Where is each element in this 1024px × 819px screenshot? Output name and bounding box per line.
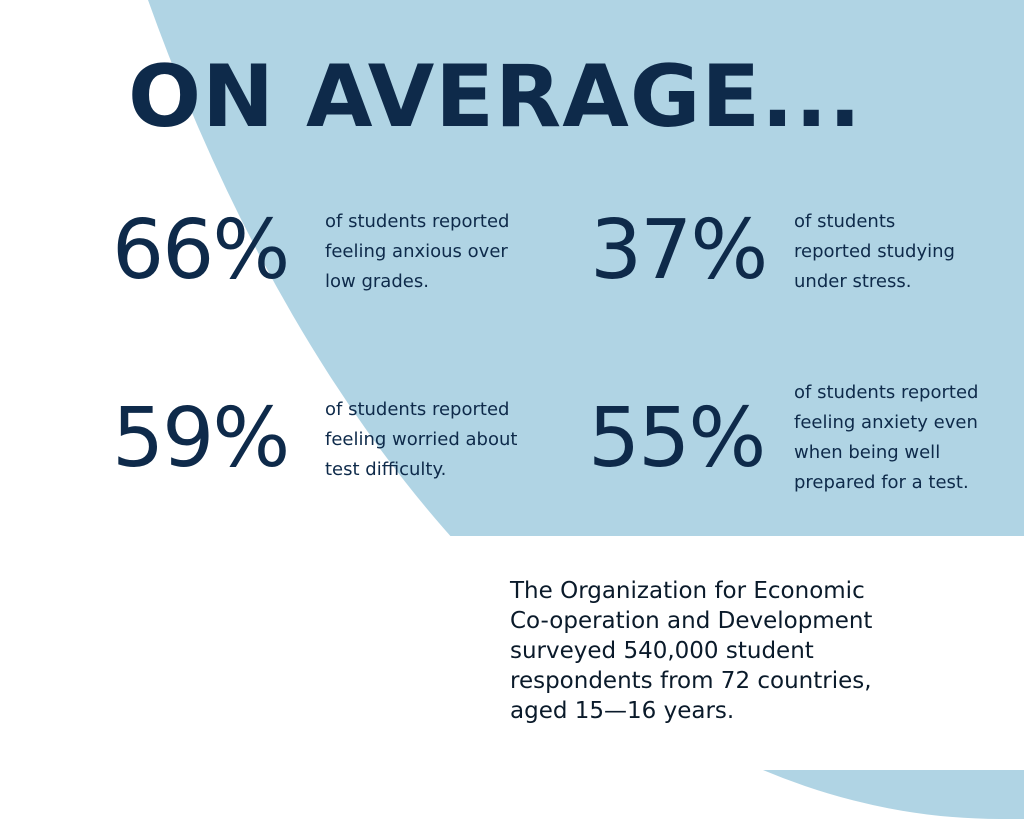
stat-description: of students reported feeling anxious ove… [325, 207, 509, 297]
stat-value: 59% [112, 391, 290, 486]
stat-description-line: reported studying [794, 241, 955, 262]
source-note-line: surveyed 540,000 student [510, 638, 814, 664]
stat-block-studying-stress: 37% of students reported studying under … [590, 203, 955, 298]
stat-description-line: under stress. [794, 271, 912, 292]
source-note-card: The Organization for Economic Co-operati… [446, 536, 1024, 770]
page-title: ON AVERAGE... [128, 47, 863, 147]
stat-block-test-difficulty: 59% of students reported feeling worried… [112, 391, 517, 486]
stat-value: 66% [112, 203, 290, 298]
stat-description-line: when being well [794, 442, 941, 463]
source-note-line: aged 15—16 years. [510, 698, 735, 724]
source-note-line: Co-operation and Development [510, 608, 873, 634]
stat-description-line: of students reported [794, 382, 979, 403]
stat-value: 55% [588, 391, 766, 486]
stat-description-line: of students [794, 211, 896, 232]
stat-description-line: feeling anxious over [325, 241, 508, 262]
stat-description: of students reported feeling worried abo… [325, 395, 517, 485]
stat-value: 37% [590, 203, 768, 298]
stat-description: of students reported studying under stre… [794, 207, 955, 297]
stat-description-line: test difficulty. [325, 459, 447, 480]
stat-description-line: of students reported [325, 211, 510, 232]
stat-description-line: low grades. [325, 271, 429, 292]
stat-block-anxiety-prepared: 55% of students reported feeling anxiety… [588, 382, 978, 493]
stat-description-line: feeling anxiety even [794, 412, 978, 433]
source-note-line: The Organization for Economic [510, 578, 865, 604]
stat-block-anxious-grades: 66% of students reported feeling anxious… [112, 203, 509, 298]
stat-description-line: feeling worried about [325, 429, 518, 450]
stat-description-line: of students reported [325, 399, 510, 420]
stat-description: of students reported feeling anxiety eve… [794, 378, 978, 498]
source-note-line: respondents from 72 countries, [510, 668, 872, 694]
source-note-text: The Organization for Economic Co-operati… [510, 576, 872, 726]
stat-description-line: prepared for a test. [794, 472, 969, 493]
